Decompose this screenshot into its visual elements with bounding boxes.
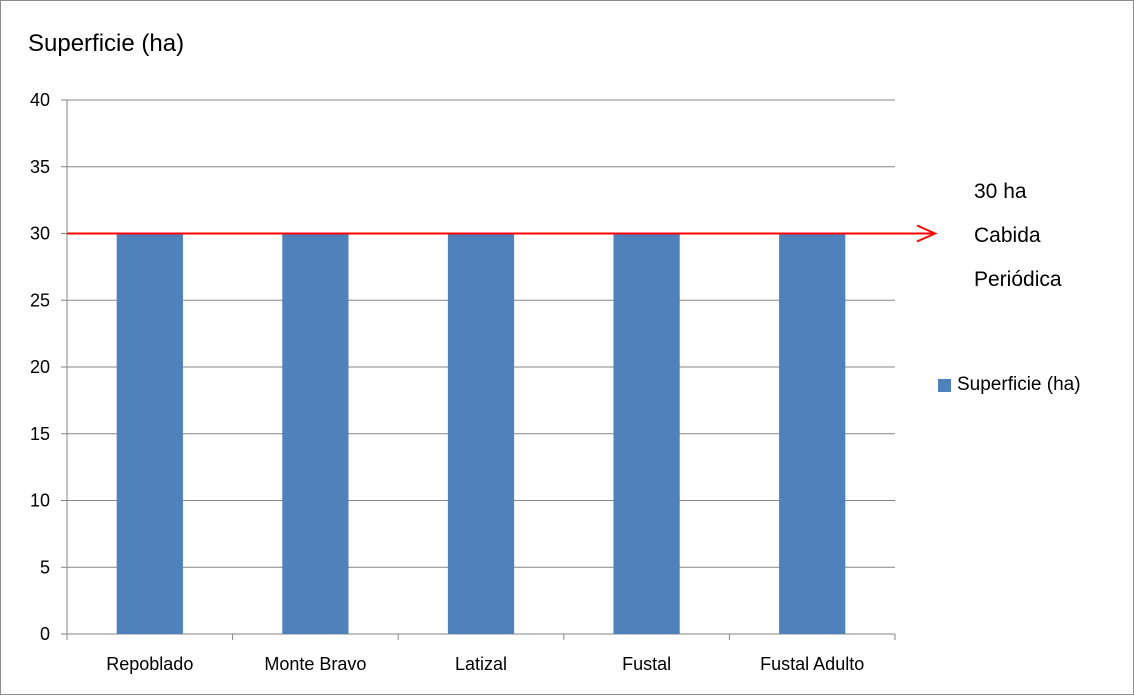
x-tick-label: Latizal <box>455 654 507 674</box>
bar-repoblado <box>116 233 183 634</box>
y-tick-label: 10 <box>30 491 50 511</box>
y-tick-label: 35 <box>30 157 50 177</box>
bar-fustal-adulto <box>779 233 846 634</box>
y-tick-label: 30 <box>30 224 50 244</box>
y-tick-label: 25 <box>30 290 50 310</box>
x-tick-label: Repoblado <box>106 654 193 674</box>
reference-arrow-head <box>916 224 938 243</box>
y-tick-label: 20 <box>30 357 50 377</box>
bar-monte-bravo <box>282 233 349 634</box>
y-tick-label: 15 <box>30 424 50 444</box>
bar-latizal <box>447 233 515 634</box>
y-tick-label: 0 <box>40 624 50 644</box>
annotation-line-1: 30 ha <box>974 180 1027 203</box>
y-tick-label: 5 <box>40 557 50 577</box>
legend-swatch <box>938 378 951 392</box>
x-tick-label: Fustal Adulto <box>760 654 864 674</box>
bar-fustal <box>613 233 680 634</box>
legend: Superficie (ha) <box>938 374 1081 396</box>
y-tick-label: 40 <box>30 90 50 110</box>
annotation-line-2: Cabida <box>974 224 1041 247</box>
chart-title: Superficie (ha) <box>28 30 185 57</box>
legend-label: Superficie (ha) <box>957 374 1081 395</box>
x-tick-label: Monte Bravo <box>264 654 366 674</box>
annotation-line-3: Periódica <box>974 268 1062 291</box>
x-tick-label: Fustal <box>622 654 671 674</box>
